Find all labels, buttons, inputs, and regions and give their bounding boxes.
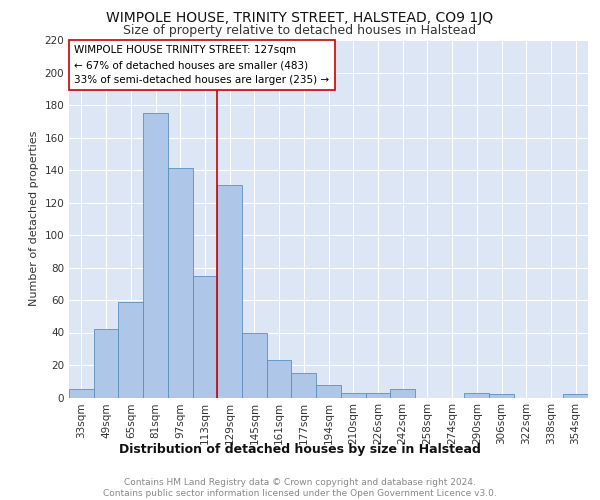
Bar xyxy=(242,332,267,398)
Bar xyxy=(94,329,118,398)
Bar xyxy=(316,384,341,398)
Bar xyxy=(217,184,242,398)
Text: Distribution of detached houses by size in Halstead: Distribution of detached houses by size … xyxy=(119,442,481,456)
Bar xyxy=(118,302,143,398)
Bar xyxy=(168,168,193,398)
Bar xyxy=(365,392,390,398)
Bar xyxy=(292,373,316,398)
Bar xyxy=(69,390,94,398)
Y-axis label: Number of detached properties: Number of detached properties xyxy=(29,131,39,306)
Bar xyxy=(267,360,292,398)
Bar xyxy=(193,276,217,398)
Text: WIMPOLE HOUSE, TRINITY STREET, HALSTEAD, CO9 1JQ: WIMPOLE HOUSE, TRINITY STREET, HALSTEAD,… xyxy=(106,11,494,25)
Bar xyxy=(390,390,415,398)
Text: Contains HM Land Registry data © Crown copyright and database right 2024.
Contai: Contains HM Land Registry data © Crown c… xyxy=(103,478,497,498)
Text: Size of property relative to detached houses in Halstead: Size of property relative to detached ho… xyxy=(124,24,476,37)
Bar xyxy=(341,392,365,398)
Bar xyxy=(563,394,588,398)
Bar xyxy=(464,392,489,398)
Bar xyxy=(143,113,168,398)
Text: WIMPOLE HOUSE TRINITY STREET: 127sqm
← 67% of detached houses are smaller (483)
: WIMPOLE HOUSE TRINITY STREET: 127sqm ← 6… xyxy=(74,46,329,85)
Bar xyxy=(489,394,514,398)
